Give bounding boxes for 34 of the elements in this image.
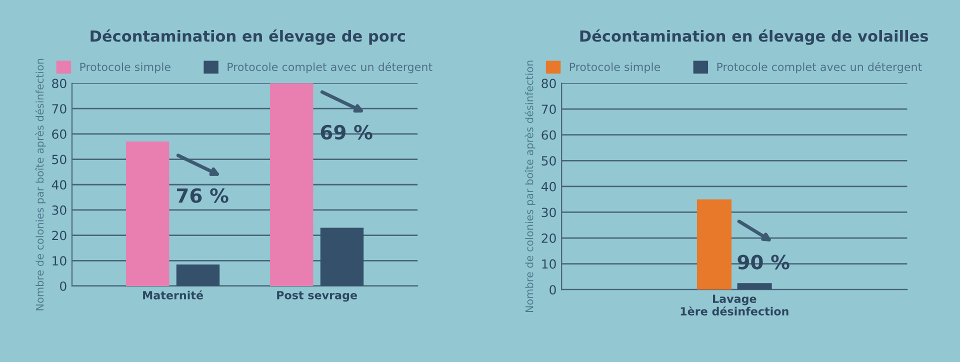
y-tick-label: 20 [542, 233, 556, 243]
y-tick-label: 0 [550, 285, 556, 295]
y-axis-title: Nombre de colonies par boîte après désinfection [524, 60, 536, 312]
y-tick-label: 30 [52, 205, 66, 215]
y-tick-label: 20 [52, 230, 66, 240]
y-tick-label: 0 [60, 281, 66, 291]
y-tick-label: 40 [541, 182, 556, 192]
y-tick-label: 30 [542, 208, 556, 218]
y-tick-label: 80 [52, 78, 66, 88]
y-tick-label: 40 [52, 180, 66, 190]
y-tick-label: 70 [52, 104, 66, 114]
y-tick-label: 50 [52, 154, 66, 164]
legend-label: Protocole complet avec un détergent [228, 62, 432, 74]
bar [320, 228, 364, 286]
bar [176, 264, 220, 286]
y-tick-label: 70 [542, 104, 556, 114]
legend-label: Protocole simple [80, 62, 170, 74]
y-tick-label: 60 [542, 130, 556, 140]
annotation: 76 % [176, 188, 228, 203]
bar [270, 83, 314, 286]
y-tick-label: 10 [542, 259, 556, 269]
y-axis-title: Nombre de colonies par boîte après désinfection [35, 58, 46, 310]
y-tick-label: 10 [52, 256, 66, 266]
y-tick-label: 50 [542, 156, 556, 166]
x-tick-label: Maternité [143, 290, 203, 300]
chart-title: Décontamination en élevage de volailles [580, 29, 928, 45]
chart-title: Décontamination en élevage de porc [90, 29, 405, 45]
legend-label: Protocole simple [570, 62, 660, 74]
x-tick-label: Post sevrage [277, 291, 357, 302]
y-tick-label: 80 [542, 78, 556, 88]
y-tick-label: 60 [52, 129, 66, 139]
legend-label: Protocole complet avec un détergent [717, 62, 922, 74]
bar [126, 142, 170, 286]
x-tick-label: Lavage 1ère désinfection [680, 294, 788, 316]
